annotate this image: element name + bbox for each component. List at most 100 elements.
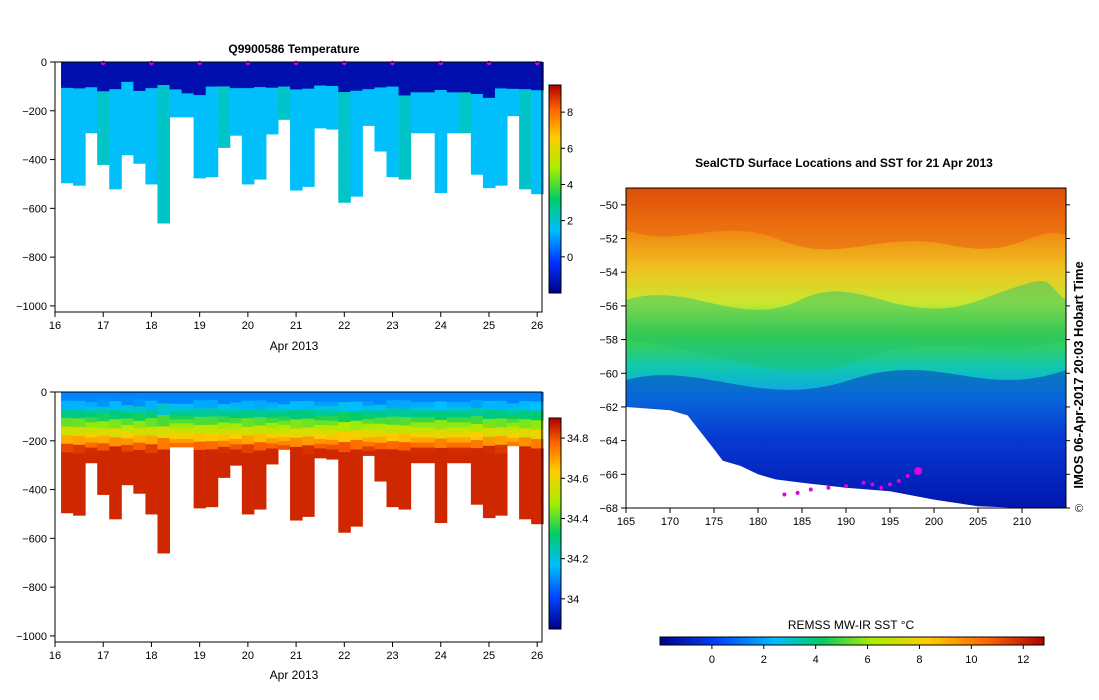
profile-cell [422,72,436,78]
profile-cell [494,497,508,507]
profile-cell [362,419,375,425]
profile-cell [410,107,424,114]
profile-cell [109,71,122,81]
profile-cell [494,418,508,428]
profile-cell [482,400,496,411]
profile-cell [507,62,520,67]
profile-cell [97,443,110,452]
profile-cell [446,107,460,114]
profile-cell [410,397,424,403]
profile-cell [446,422,460,428]
profile-cell [422,402,436,408]
profile-cell [519,455,532,465]
profile-cell [362,405,375,411]
profile-cell [519,98,532,108]
profile-cell [205,160,219,169]
profile-cell [422,452,436,459]
profile-cell [109,116,122,126]
profile-cell [302,498,315,509]
profile-cell [241,131,255,141]
profile-cell [374,62,387,69]
profile-cell [193,499,207,509]
profile-cell [422,422,436,428]
profile-cell [338,422,351,433]
profile-cell [374,144,387,152]
profile-cell [265,113,279,120]
profile-cell [374,138,387,146]
profile-cell [386,465,400,475]
profile-cell [314,424,327,431]
profile-cell [386,432,400,442]
profile-cell [314,429,327,435]
profile-cell [326,124,339,130]
profile-cell [217,452,231,460]
profile-cell [157,529,171,542]
profile-cell [290,492,303,503]
profile-cell [241,62,255,72]
profile-cell [157,119,171,132]
profile-cell [145,452,158,463]
profile-cell [193,491,207,501]
profile-cell [470,448,484,457]
profile-cell [169,419,183,424]
profile-cell [145,461,158,471]
profile-cell [169,73,183,79]
y-tick-label: −1000 [16,631,47,643]
profile-cell [121,101,134,109]
profile-cell [205,135,219,145]
profile-cell [253,425,267,435]
profile-cell [133,62,146,70]
profile-cell [241,157,255,168]
profile-cell [217,440,231,448]
profile-cell [241,166,255,176]
profile-cell [205,424,219,434]
profile-cell [314,448,327,454]
profile-cell [302,445,315,455]
map-y-tick-label: −66 [599,469,618,481]
profile-cell [61,148,74,158]
profile-cell [73,462,86,472]
profile-cell [169,77,183,83]
profile-cell [181,442,195,448]
y-tick-label: −200 [22,436,47,448]
profile-cell [458,122,472,129]
profile-cell [531,476,544,487]
profile-cell [410,442,424,449]
profile-cell [531,514,544,525]
copyright-mark: © [1075,503,1083,515]
profile-cell [482,481,496,492]
profile-cell [265,97,279,104]
profile-cell [121,425,134,433]
profile-cell [422,127,436,134]
seal-track-point [896,479,901,484]
profile-cell [338,182,351,193]
profile-cell [326,95,339,101]
profile-cell [133,119,146,128]
profile-cell [494,392,508,402]
profile-cell [374,106,387,114]
profile-cell [410,437,424,444]
profile-cell [494,444,508,455]
profile-cell [217,459,231,466]
y-tick-label: −400 [22,155,47,167]
profile-cell [338,82,351,93]
profile-cell [229,392,243,398]
profile-cell [434,401,448,412]
temperature-heatmap [61,60,544,224]
profile-cell [278,115,291,120]
profile-cell [422,392,436,398]
profile-cell [73,62,86,72]
profile-cell [519,446,532,456]
profile-cell [458,82,472,88]
profile-cell [362,71,375,77]
profile-cell [398,137,412,147]
profile-cell [181,411,195,417]
profile-cell [422,62,436,68]
sst-colorbar-ticks: 0 2 4 6 8 10 12 [709,645,1029,666]
seal-track-point [888,482,892,487]
profile-cell [302,159,315,170]
profile-cell [398,492,412,502]
profile-cell [133,457,146,465]
profile-cell [241,392,255,402]
profile-cell [422,107,436,114]
